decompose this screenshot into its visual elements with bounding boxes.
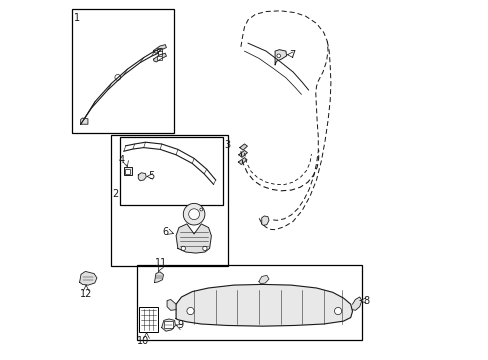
Text: 11: 11 <box>155 258 167 268</box>
Text: 8: 8 <box>363 296 368 306</box>
Polygon shape <box>239 144 247 150</box>
Bar <box>163 321 172 328</box>
Text: 7: 7 <box>288 50 294 60</box>
Circle shape <box>181 246 185 251</box>
Polygon shape <box>138 173 146 181</box>
Polygon shape <box>162 319 175 331</box>
Bar <box>156 56 162 60</box>
Circle shape <box>186 307 194 315</box>
Circle shape <box>334 307 341 315</box>
Bar <box>139 307 158 332</box>
Polygon shape <box>238 158 246 165</box>
Polygon shape <box>176 224 211 253</box>
Polygon shape <box>238 150 247 157</box>
Polygon shape <box>80 271 97 285</box>
Bar <box>111 135 228 266</box>
Polygon shape <box>154 272 163 283</box>
Polygon shape <box>261 216 268 225</box>
Bar <box>123 167 132 175</box>
Circle shape <box>276 54 280 58</box>
Circle shape <box>200 208 203 211</box>
Text: 12: 12 <box>80 289 92 300</box>
Text: 9: 9 <box>177 320 183 330</box>
Bar <box>120 137 223 205</box>
Text: 5: 5 <box>148 171 154 181</box>
Text: 1: 1 <box>73 13 80 23</box>
Polygon shape <box>153 53 166 62</box>
Polygon shape <box>258 275 268 284</box>
Polygon shape <box>81 118 88 124</box>
Bar <box>156 48 162 51</box>
Polygon shape <box>275 50 286 65</box>
Text: 3: 3 <box>224 140 230 150</box>
Circle shape <box>183 203 204 225</box>
Circle shape <box>203 246 206 251</box>
Bar <box>125 169 130 174</box>
Polygon shape <box>153 45 166 53</box>
Circle shape <box>188 209 199 220</box>
Polygon shape <box>167 300 176 310</box>
Text: 2: 2 <box>112 189 119 198</box>
Text: 6: 6 <box>163 227 168 237</box>
Text: 10: 10 <box>137 336 149 346</box>
Text: 4: 4 <box>119 154 125 165</box>
Polygon shape <box>352 297 361 310</box>
Bar <box>136 265 361 340</box>
Bar <box>72 9 174 133</box>
Polygon shape <box>176 284 352 326</box>
Circle shape <box>115 75 121 80</box>
